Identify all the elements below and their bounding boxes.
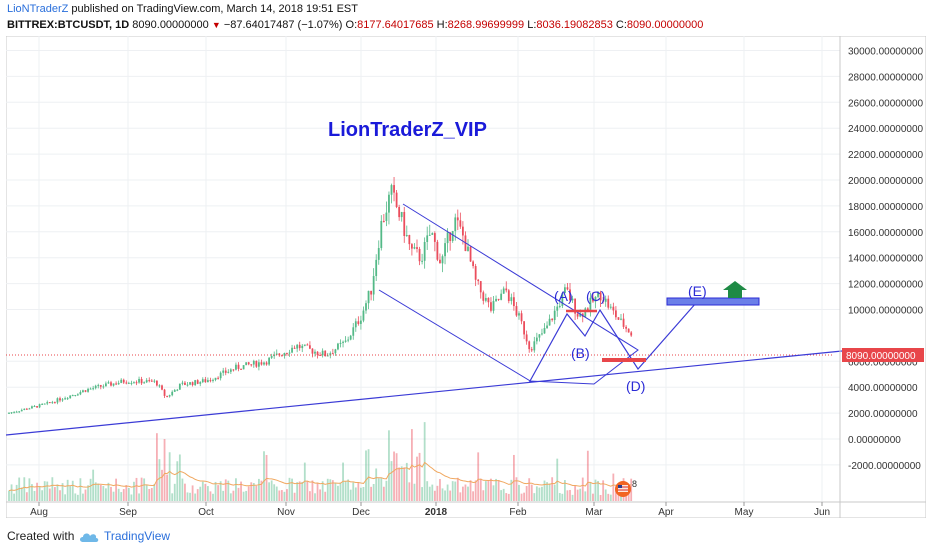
wave-label-a: (A) [554,288,573,304]
open-value: 8177.64017685 [357,19,434,31]
price-tick-label: 26000.00000000 [848,98,924,109]
created-with-label: Created with [7,529,75,543]
low-value: 8036.19082853 [536,19,613,31]
publication-line: LioNTraderZ published on TradingView.com… [7,3,358,15]
high-label: H: [433,19,448,31]
long-term-trendline[interactable] [5,350,843,436]
close-label: C: [612,19,627,31]
wave-label-c: (C) [586,288,605,304]
price-tick-label: 18000.00000000 [848,202,924,213]
grid-lines [6,24,840,502]
last-price: 8090.00000000 [129,19,212,31]
wave-label-e: (E) [688,283,707,299]
wave-label-d: (D) [626,378,645,394]
low-label: L: [524,19,537,31]
price-tick-label: 28000.00000000 [848,72,924,83]
price-tick-label: 24000.00000000 [848,124,924,135]
price-tick-label: 14000.00000000 [848,254,924,265]
time-tick-label: Aug [30,507,48,518]
tradingview-brand-link[interactable]: TradingView [104,529,171,543]
descending-channel-lines[interactable] [378,203,639,385]
time-tick-label: Mar [585,507,603,518]
trend-drawings[interactable]: (A) (B) (C) (D) (E) [5,203,843,436]
price-tick-label: 12000.00000000 [848,280,924,291]
volume-bars [8,422,633,501]
volume-moving-average [8,461,632,492]
up-arrow-icon [723,281,747,298]
price-tag: 8090.00000000 [842,348,924,362]
wave-e-target-zone [666,297,760,306]
price-change: −87.64017487 (−1.07%) [223,19,343,31]
footer: Created with TradingView [0,524,932,550]
chart-frame [5,35,927,519]
time-tick-label: Sep [119,507,137,518]
watermark-title: LionTraderZ_VIP [328,119,487,141]
wave-label-b: (B) [571,345,590,361]
symbol-label: BITTREX:BTCUSDT, 1D [7,19,130,31]
price-tick-label: 16000.00000000 [848,228,924,239]
candlesticks [8,176,633,415]
price-tick-label: 4000.00000000 [848,383,918,394]
high-value: 8268.99699999 [447,19,525,31]
chart-header: LioNTraderZ published on TradingView.com… [0,0,932,34]
price-tick-label: 22000.00000000 [848,150,924,161]
abcde-wave-path[interactable] [529,302,697,382]
price-tag-value: 8090.00000000 [846,351,916,362]
price-tick-label: 6000.00000000 [848,357,918,368]
events-badge[interactable]: 8 [615,479,637,497]
close-value: 8090.00000000 [626,19,704,31]
author-link[interactable]: LioNTraderZ [7,3,69,15]
price-chart[interactable]: (A) (B) (C) (D) (E) LionTraderZ_VIP 3200… [5,21,927,519]
time-axis[interactable]: Aug Sep Oct Nov Dec 2018 Feb Mar Apr May Jun [30,502,830,518]
price-tick-label: 2000.00000000 [848,409,918,420]
published-text: published on TradingView.com, March 14, … [68,3,358,15]
price-tag-background [842,348,924,362]
chart-area[interactable]: (A) (B) (C) (D) (E) LionTraderZ_VIP 3200… [5,21,927,519]
time-tick-label: May [735,507,754,518]
wave-d-red-zone [602,358,646,362]
symbol-ohlc-line: BITTREX:BTCUSDT, 1D 8090.00000000 ▼ −87.… [7,19,703,31]
price-tick-label: 30000.00000000 [848,47,924,58]
time-tick-label: Nov [277,507,295,518]
tradingview-cloud-icon[interactable] [78,530,100,544]
price-tick-label: 10000.00000000 [848,306,924,317]
price-tick-label: 0.00000000 [848,435,901,446]
price-tick-label: -2000.00000000 [848,461,921,472]
time-tick-label: Feb [509,507,527,518]
events-count: 8 [632,479,637,489]
down-arrow-icon: ▼ [211,20,221,30]
price-tick-label: 20000.00000000 [848,176,924,187]
time-tick-label: Dec [352,507,370,518]
time-tick-label: Oct [198,507,214,518]
time-tick-label: Jun [814,507,830,518]
open-label: O: [342,19,358,31]
time-tick-label: 2018 [425,507,448,518]
time-tick-label: Apr [658,507,674,518]
